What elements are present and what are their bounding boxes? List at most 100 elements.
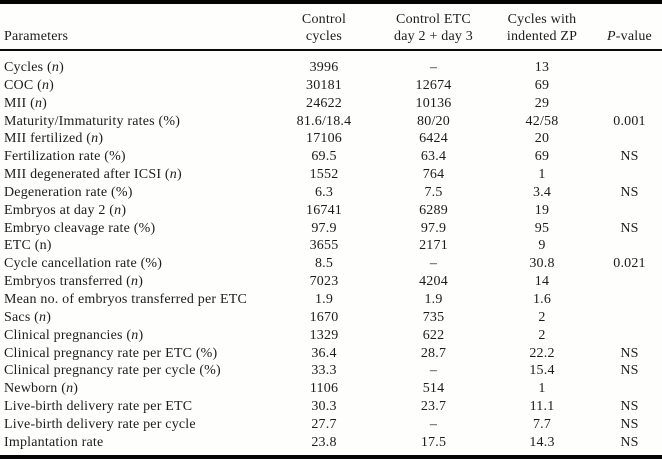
pvalue-cell: 0.021 (613, 256, 646, 272)
header-line: Control (301, 12, 347, 27)
table-row: Live-birth delivery rate per cycle 27.7 – 7… (0, 416, 662, 434)
value-cell: 17.5 (420, 434, 447, 450)
value-cell: 24622 (306, 95, 342, 111)
table-row: Clinical pregnancy rate per ETC (%) 36.4 2… (0, 345, 662, 363)
param-label-post: ) (138, 327, 144, 343)
value-cell: 29 (534, 95, 550, 111)
param-label-pre: Newborn ( (4, 381, 67, 397)
param-cell: Maturity/Immaturity rates (%) (0, 113, 268, 131)
value-cell: 3996 (309, 60, 339, 75)
value-cell: 97.9 (420, 220, 447, 236)
param-label-pre: Clinical pregnancy rate per cycle (%) (4, 363, 221, 379)
table-row: Cycles (n) 3996 – 13 (0, 50, 662, 77)
value-cell: 30.3 (311, 399, 337, 415)
value-cell: 15.4 (529, 363, 555, 379)
value-cell: 1552 (309, 167, 339, 183)
table-row: Maturity/Immaturity rates (%) 81.6/18.4 80… (0, 113, 662, 131)
value-cell: 2 (538, 309, 546, 325)
value-cell: 95 (534, 220, 550, 236)
header-pvalue-rest: -value (615, 29, 652, 44)
value-cell: 1 (538, 381, 546, 397)
param-label-pre: Embryos transferred ( (4, 274, 132, 290)
table-row: Mean no. of embryos transferred per ETC 1… (0, 291, 662, 309)
param-cell: MII degenerated after ICSI (n) (0, 166, 268, 184)
param-label-post: ) (121, 202, 127, 218)
value-cell: 514 (422, 381, 445, 397)
value-cell: – (429, 256, 438, 272)
param-label-pre: Embryos at day 2 ( (4, 202, 115, 218)
value-cell: 2171 (419, 238, 448, 254)
param-cell: MII fertilized (n) (0, 130, 268, 148)
param-label-em: n (41, 77, 50, 93)
value-cell: – (429, 416, 438, 432)
value-cell: 80/20 (417, 113, 450, 129)
param-label-pre: Cycles ( (4, 60, 52, 75)
param-label-post: ) (42, 95, 48, 111)
param-cell: Newborn (n) (0, 380, 268, 398)
value-cell: 3.4 (532, 184, 552, 200)
header-parameters-label: Parameters (4, 29, 69, 44)
param-label-em: n (51, 60, 60, 75)
pvalue-cell (597, 273, 662, 291)
value-cell: 735 (422, 309, 445, 325)
table-row: Clinical pregnancy rate per cycle (%) 33.… (0, 362, 662, 380)
param-label-em: n (34, 95, 43, 111)
value-cell: 2 (538, 327, 546, 343)
param-cell: Clinical pregnancies (n) (0, 327, 268, 345)
pvalue-cell: NS (620, 363, 639, 379)
param-cell: MII (n) (0, 95, 268, 113)
value-cell: 4204 (419, 274, 448, 290)
value-cell: 622 (422, 327, 445, 343)
value-cell: 12674 (415, 77, 452, 93)
param-label-pre: Live-birth delivery rate per ETC (4, 399, 193, 415)
param-label-pre: Clinical pregnancies ( (4, 327, 132, 343)
header-line: day 2 + day 3 (394, 29, 473, 44)
value-cell: 69.5 (311, 149, 337, 165)
table-row: Implantation rate 23.8 17.5 14.3 NS (0, 434, 662, 452)
value-cell: 20 (534, 131, 550, 147)
param-label-pre: Embryo cleavage rate (%) (4, 220, 156, 236)
table-row: Fertilization rate (%) 69.5 63.4 69 NS (0, 148, 662, 166)
value-cell: 97.9 (311, 220, 337, 236)
table-bottom-rule (0, 454, 662, 459)
param-cell: ETC (n) (0, 237, 268, 255)
table-row: Embryo cleavage rate (%) 97.9 97.9 95 NS (0, 220, 662, 238)
param-cell: Fertilization rate (%) (0, 148, 268, 166)
results-table: Parameters Control cycles Control ETC da… (0, 4, 662, 452)
value-cell: 1670 (309, 309, 339, 325)
pvalue-cell: NS (620, 434, 639, 450)
param-label-pre: Mean no. of embryos transferred per ETC (4, 291, 247, 307)
value-cell: 764 (422, 167, 445, 183)
pvalue-cell (597, 237, 662, 255)
header-pvalue-em: P (607, 29, 616, 44)
table-row: Embryos transferred (n) 7023 4204 14 (0, 273, 662, 291)
param-label-pre: Maturity/Immaturity rates (%) (4, 113, 181, 129)
value-cell: 1.9 (424, 291, 443, 307)
param-label-post: ) (73, 381, 79, 397)
value-cell: 17106 (306, 131, 342, 147)
value-cell: 7023 (309, 274, 339, 290)
header-pvalue: P-value (597, 4, 662, 51)
param-label-pre: Sacs ( (4, 309, 40, 325)
value-cell: 6289 (419, 202, 448, 218)
pvalue-cell: NS (620, 184, 639, 200)
pvalue-cell (597, 166, 662, 184)
value-cell: 28.7 (420, 345, 447, 361)
value-cell: 19 (534, 202, 550, 218)
pvalue-cell: NS (620, 345, 639, 361)
value-cell: 1329 (309, 327, 339, 343)
value-cell: 11.1 (529, 399, 555, 415)
param-cell: Live-birth delivery rate per ETC (0, 398, 268, 416)
param-label-em: n (39, 309, 47, 325)
param-cell: Mean no. of embryos transferred per ETC (0, 291, 268, 309)
table-row: MII (n) 24622 10136 29 (0, 95, 662, 113)
value-cell: 1.9 (314, 291, 334, 307)
value-cell: 33.3 (311, 363, 337, 379)
table-row: MII degenerated after ICSI (n) 1552 764 1 (0, 166, 662, 184)
param-label-pre: Clinical pregnancy rate per ETC (%) (4, 345, 218, 361)
value-cell: 14.3 (529, 434, 555, 450)
param-cell: Embryo cleavage rate (%) (0, 220, 268, 238)
param-label-em: n (91, 131, 99, 147)
value-cell: 69 (534, 149, 550, 165)
param-label-post: ) (59, 60, 64, 75)
